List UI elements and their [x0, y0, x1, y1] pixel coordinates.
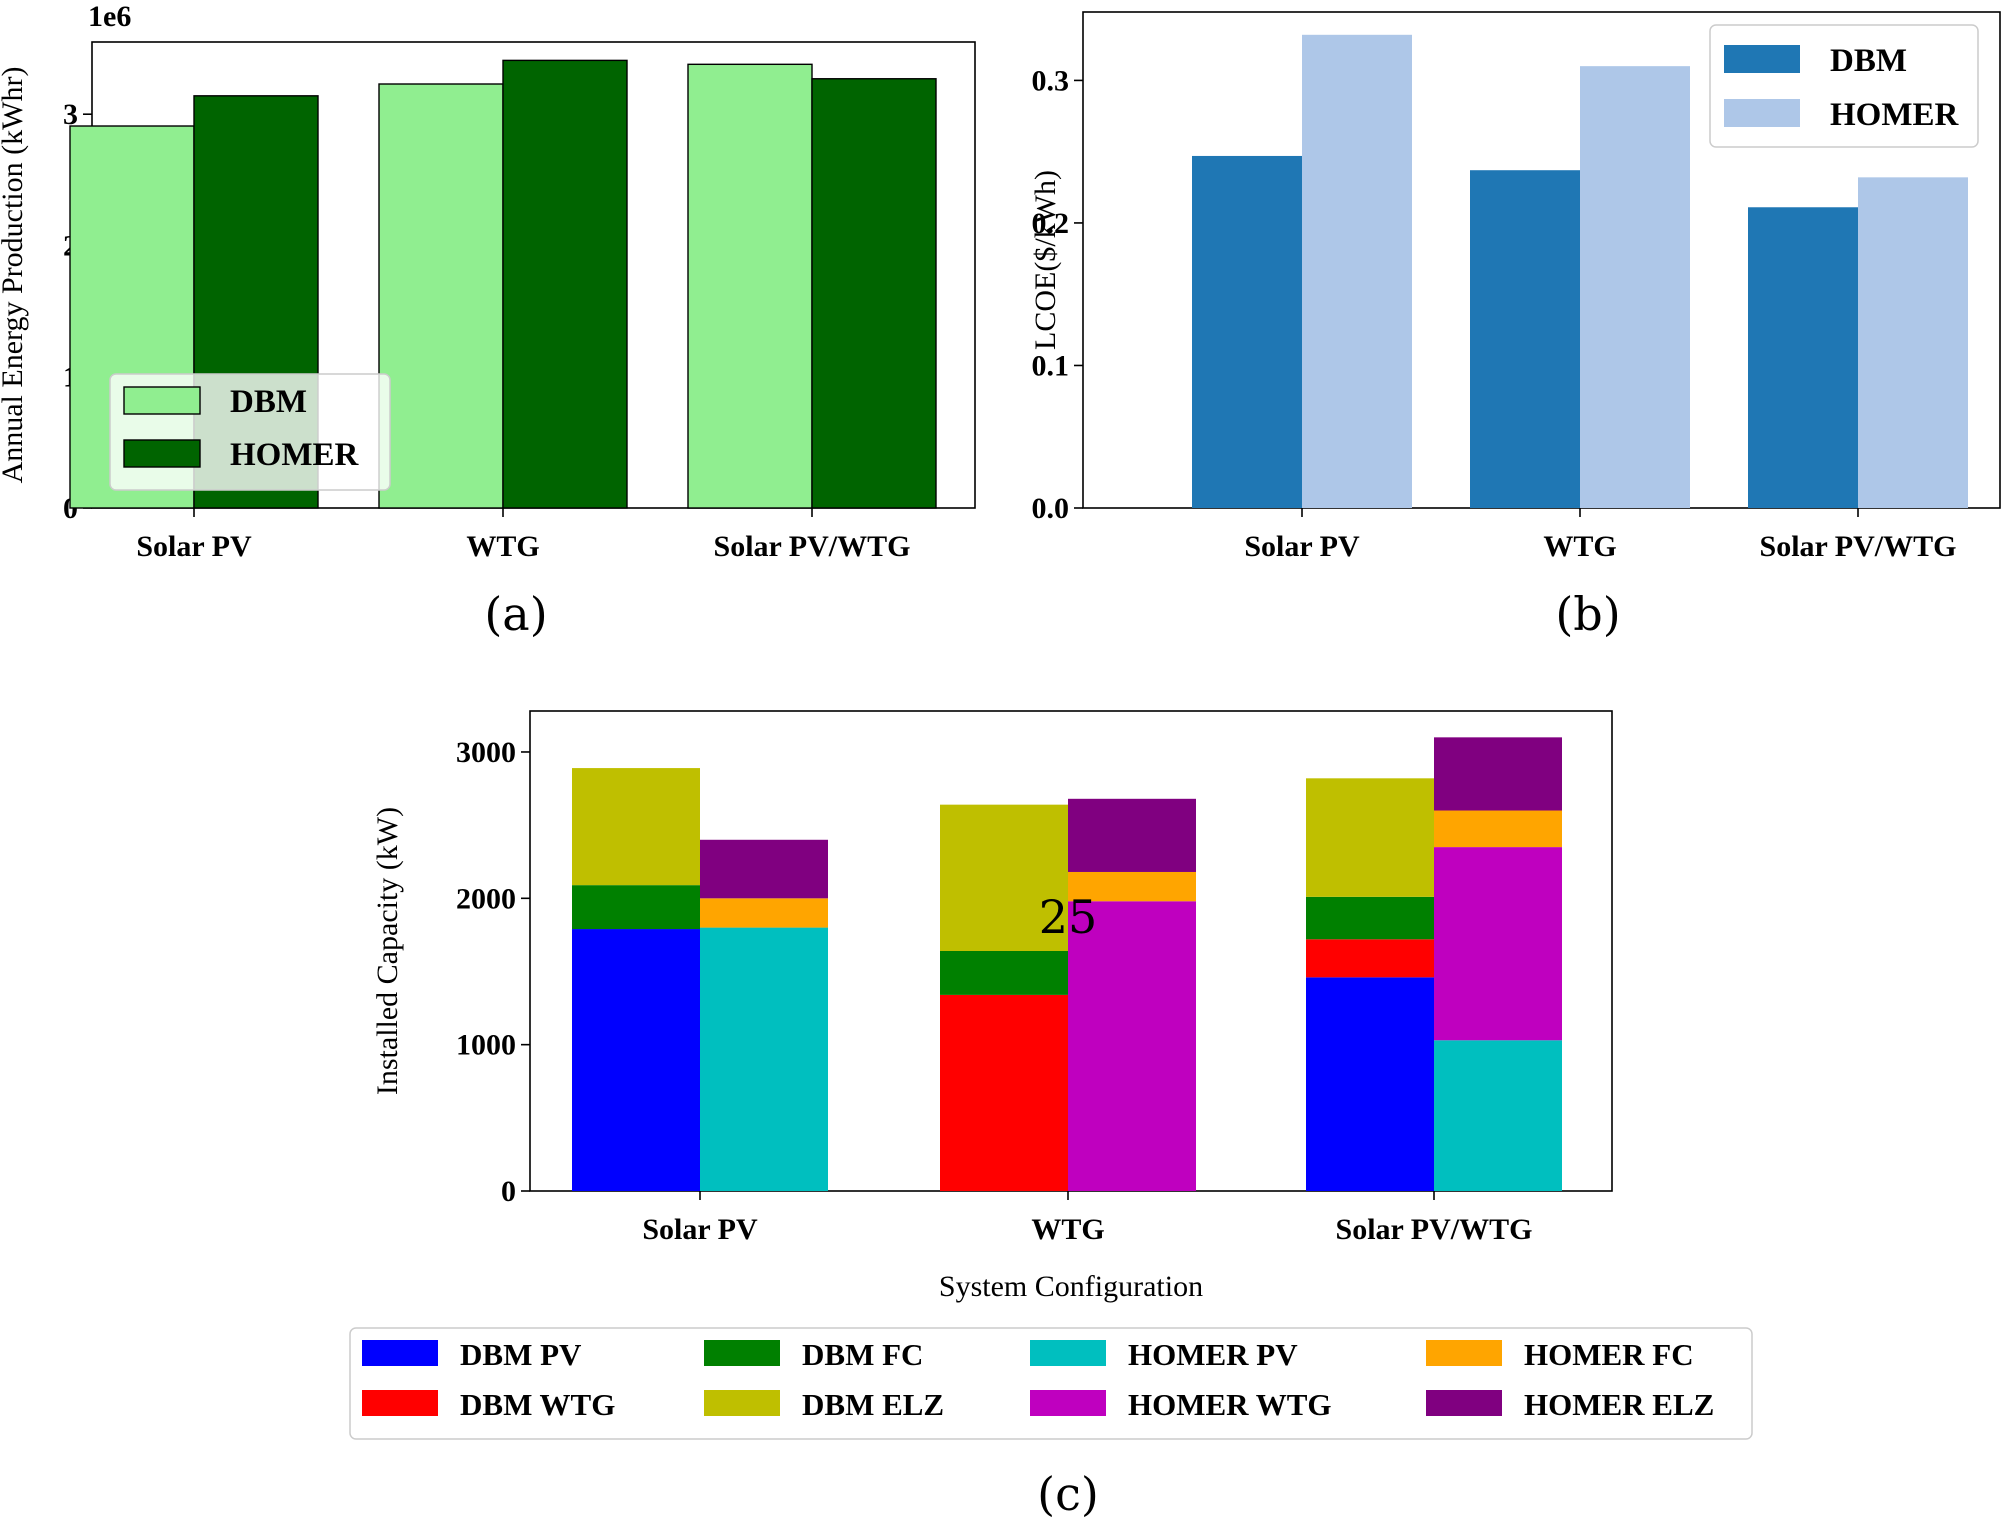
stack-dbm-fc-solar-pv — [572, 885, 700, 930]
x-tick-label-solar-pv: Solar PV — [136, 530, 252, 563]
stack-homer-elz-wtg — [1068, 798, 1196, 872]
x-tick-label-solar-pv-wtg: Solar PV/WTG — [714, 530, 911, 563]
legend: DBM HOMER — [1709, 24, 1979, 148]
x-tick-label-solar-pv: Solar PV — [642, 1213, 758, 1246]
chart-c: 0 1000 2000 3000 Solar PV WTG Solar PV/WTG Inst… — [349, 710, 1753, 1521]
legend-swatch-homer — [123, 439, 201, 468]
y-tick-label: 3 — [63, 98, 78, 131]
bar-homer-solar-pv-wtg — [1858, 177, 1968, 509]
y-tick-label: 0.1 — [1032, 349, 1070, 382]
subfigure-caption: (b) — [1555, 587, 1620, 641]
y-tick-label: 1000 — [456, 1029, 516, 1062]
y-axis-label: Annual Energy Production (kWhr) — [0, 67, 29, 484]
legend-swatch-homer-pv — [1030, 1340, 1106, 1366]
y-tick-label: 2000 — [456, 882, 516, 915]
stack-homer-fc-solar-pv-wtg — [1434, 810, 1562, 848]
stack-dbm-wtg-wtg — [940, 994, 1068, 1191]
x-tick-label-solar-pv-wtg: Solar PV/WTG — [1336, 1213, 1533, 1246]
bar-homer-wtg — [1580, 66, 1690, 508]
legend-box — [349, 1327, 1753, 1440]
legend-label-dbm-fc: DBM FC — [802, 1337, 923, 1372]
bar-dbm-solar-pv-wtg — [1748, 207, 1858, 508]
y-tick-label: 0 — [501, 1175, 516, 1208]
y-axis-label: Installed Capacity (kW) — [371, 807, 404, 1095]
legend: DBM PV DBM FC HOMER PV HOMER FC DBM WTG DBM E… — [349, 1327, 1753, 1440]
stack-homer-pv-solar-pv-wtg — [1434, 1040, 1562, 1191]
stack-homer-wtg-solar-pv-wtg — [1434, 847, 1562, 1041]
y-tick-label: 3000 — [456, 736, 516, 769]
bar-homer-wtg — [502, 59, 628, 509]
legend-label-dbm: DBM — [1830, 43, 1907, 79]
y-offset-label: 1e6 — [88, 0, 131, 33]
legend-swatch-homer — [1724, 99, 1800, 127]
bar-dbm-solar-pv-wtg — [687, 63, 813, 509]
legend-swatch-dbm-pv — [362, 1340, 438, 1366]
y-tick-label: 0.3 — [1032, 64, 1070, 97]
x-tick-label-solar-pv: Solar PV — [1244, 530, 1360, 563]
legend-label-homer: HOMER — [230, 437, 359, 473]
legend-swatch-dbm — [123, 386, 201, 415]
legend-swatch-homer-fc — [1426, 1340, 1502, 1366]
stack-dbm-elz-wtg — [940, 804, 1068, 951]
stack-homer-fc-solar-pv — [700, 898, 828, 928]
stack-homer-pv-solar-pv — [700, 927, 828, 1191]
y-tick-label: 0.0 — [1032, 492, 1070, 525]
bar-dbm-wtg — [378, 83, 504, 509]
x-axis-label: System Configuration — [939, 1270, 1203, 1303]
legend-label-homer-fc: HOMER FC — [1524, 1337, 1694, 1372]
legend: DBM HOMER — [109, 373, 391, 491]
stack-homer-fc-wtg — [1068, 871, 1196, 902]
legend-swatch-dbm — [1724, 45, 1800, 73]
stack-dbm-elz-solar-pv — [572, 768, 700, 886]
stack-dbm-pv-solar-pv — [572, 929, 700, 1191]
stack-homer-wtg-wtg — [1068, 901, 1196, 1191]
legend-swatch-dbm-wtg — [362, 1390, 438, 1416]
bar-dbm-wtg — [1470, 170, 1580, 508]
legend-label-homer-elz: HOMER ELZ — [1524, 1387, 1714, 1422]
page-number: 25 — [1039, 890, 1098, 944]
stack-dbm-fc-solar-pv-wtg — [1306, 896, 1434, 940]
stack-homer-elz-solar-pv-wtg — [1434, 737, 1562, 811]
stack-dbm-fc-wtg — [940, 951, 1068, 995]
legend-swatch-dbm-fc — [704, 1340, 780, 1366]
bar-homer-solar-pv — [1302, 34, 1412, 508]
x-tick-label-wtg: WTG — [466, 530, 539, 563]
chart-b: 0.0 0.1 0.2 0.3 Solar PV WTG Solar PV/WTG LCOE(… — [1029, 11, 2001, 641]
y-tick-label: 0.2 — [1032, 207, 1070, 240]
legend-label-dbm-pv: DBM PV — [460, 1337, 582, 1372]
x-tick-label-wtg: WTG — [1543, 530, 1616, 563]
legend-label-dbm: DBM — [230, 384, 307, 420]
legend-label-dbm-wtg: DBM WTG — [460, 1387, 615, 1422]
legend-label-homer: HOMER — [1830, 97, 1959, 133]
legend-swatch-dbm-elz — [704, 1390, 780, 1416]
legend-label-homer-wtg: HOMER WTG — [1128, 1387, 1332, 1422]
stack-dbm-wtg-solar-pv-wtg — [1306, 939, 1434, 978]
bar-homer-solar-pv-wtg — [811, 78, 937, 509]
legend-swatch-homer-elz — [1426, 1390, 1502, 1416]
legend-swatch-homer-wtg — [1030, 1390, 1106, 1416]
stack-homer-elz-solar-pv — [700, 839, 828, 899]
x-tick-label-solar-pv-wtg: Solar PV/WTG — [1760, 530, 1957, 563]
stack-dbm-elz-solar-pv-wtg — [1306, 778, 1434, 897]
stack-dbm-pv-solar-pv-wtg — [1306, 977, 1434, 1191]
x-tick-label-wtg: WTG — [1031, 1213, 1104, 1246]
subfigure-caption: (c) — [1037, 1467, 1099, 1521]
y-axis-label: LCOE($/kWh) — [1029, 170, 1062, 350]
legend-label-dbm-elz: DBM ELZ — [802, 1387, 944, 1422]
bar-dbm-solar-pv — [1192, 155, 1302, 508]
legend-label-homer-pv: HOMER PV — [1128, 1337, 1298, 1372]
subfigure-caption: (a) — [484, 587, 547, 641]
